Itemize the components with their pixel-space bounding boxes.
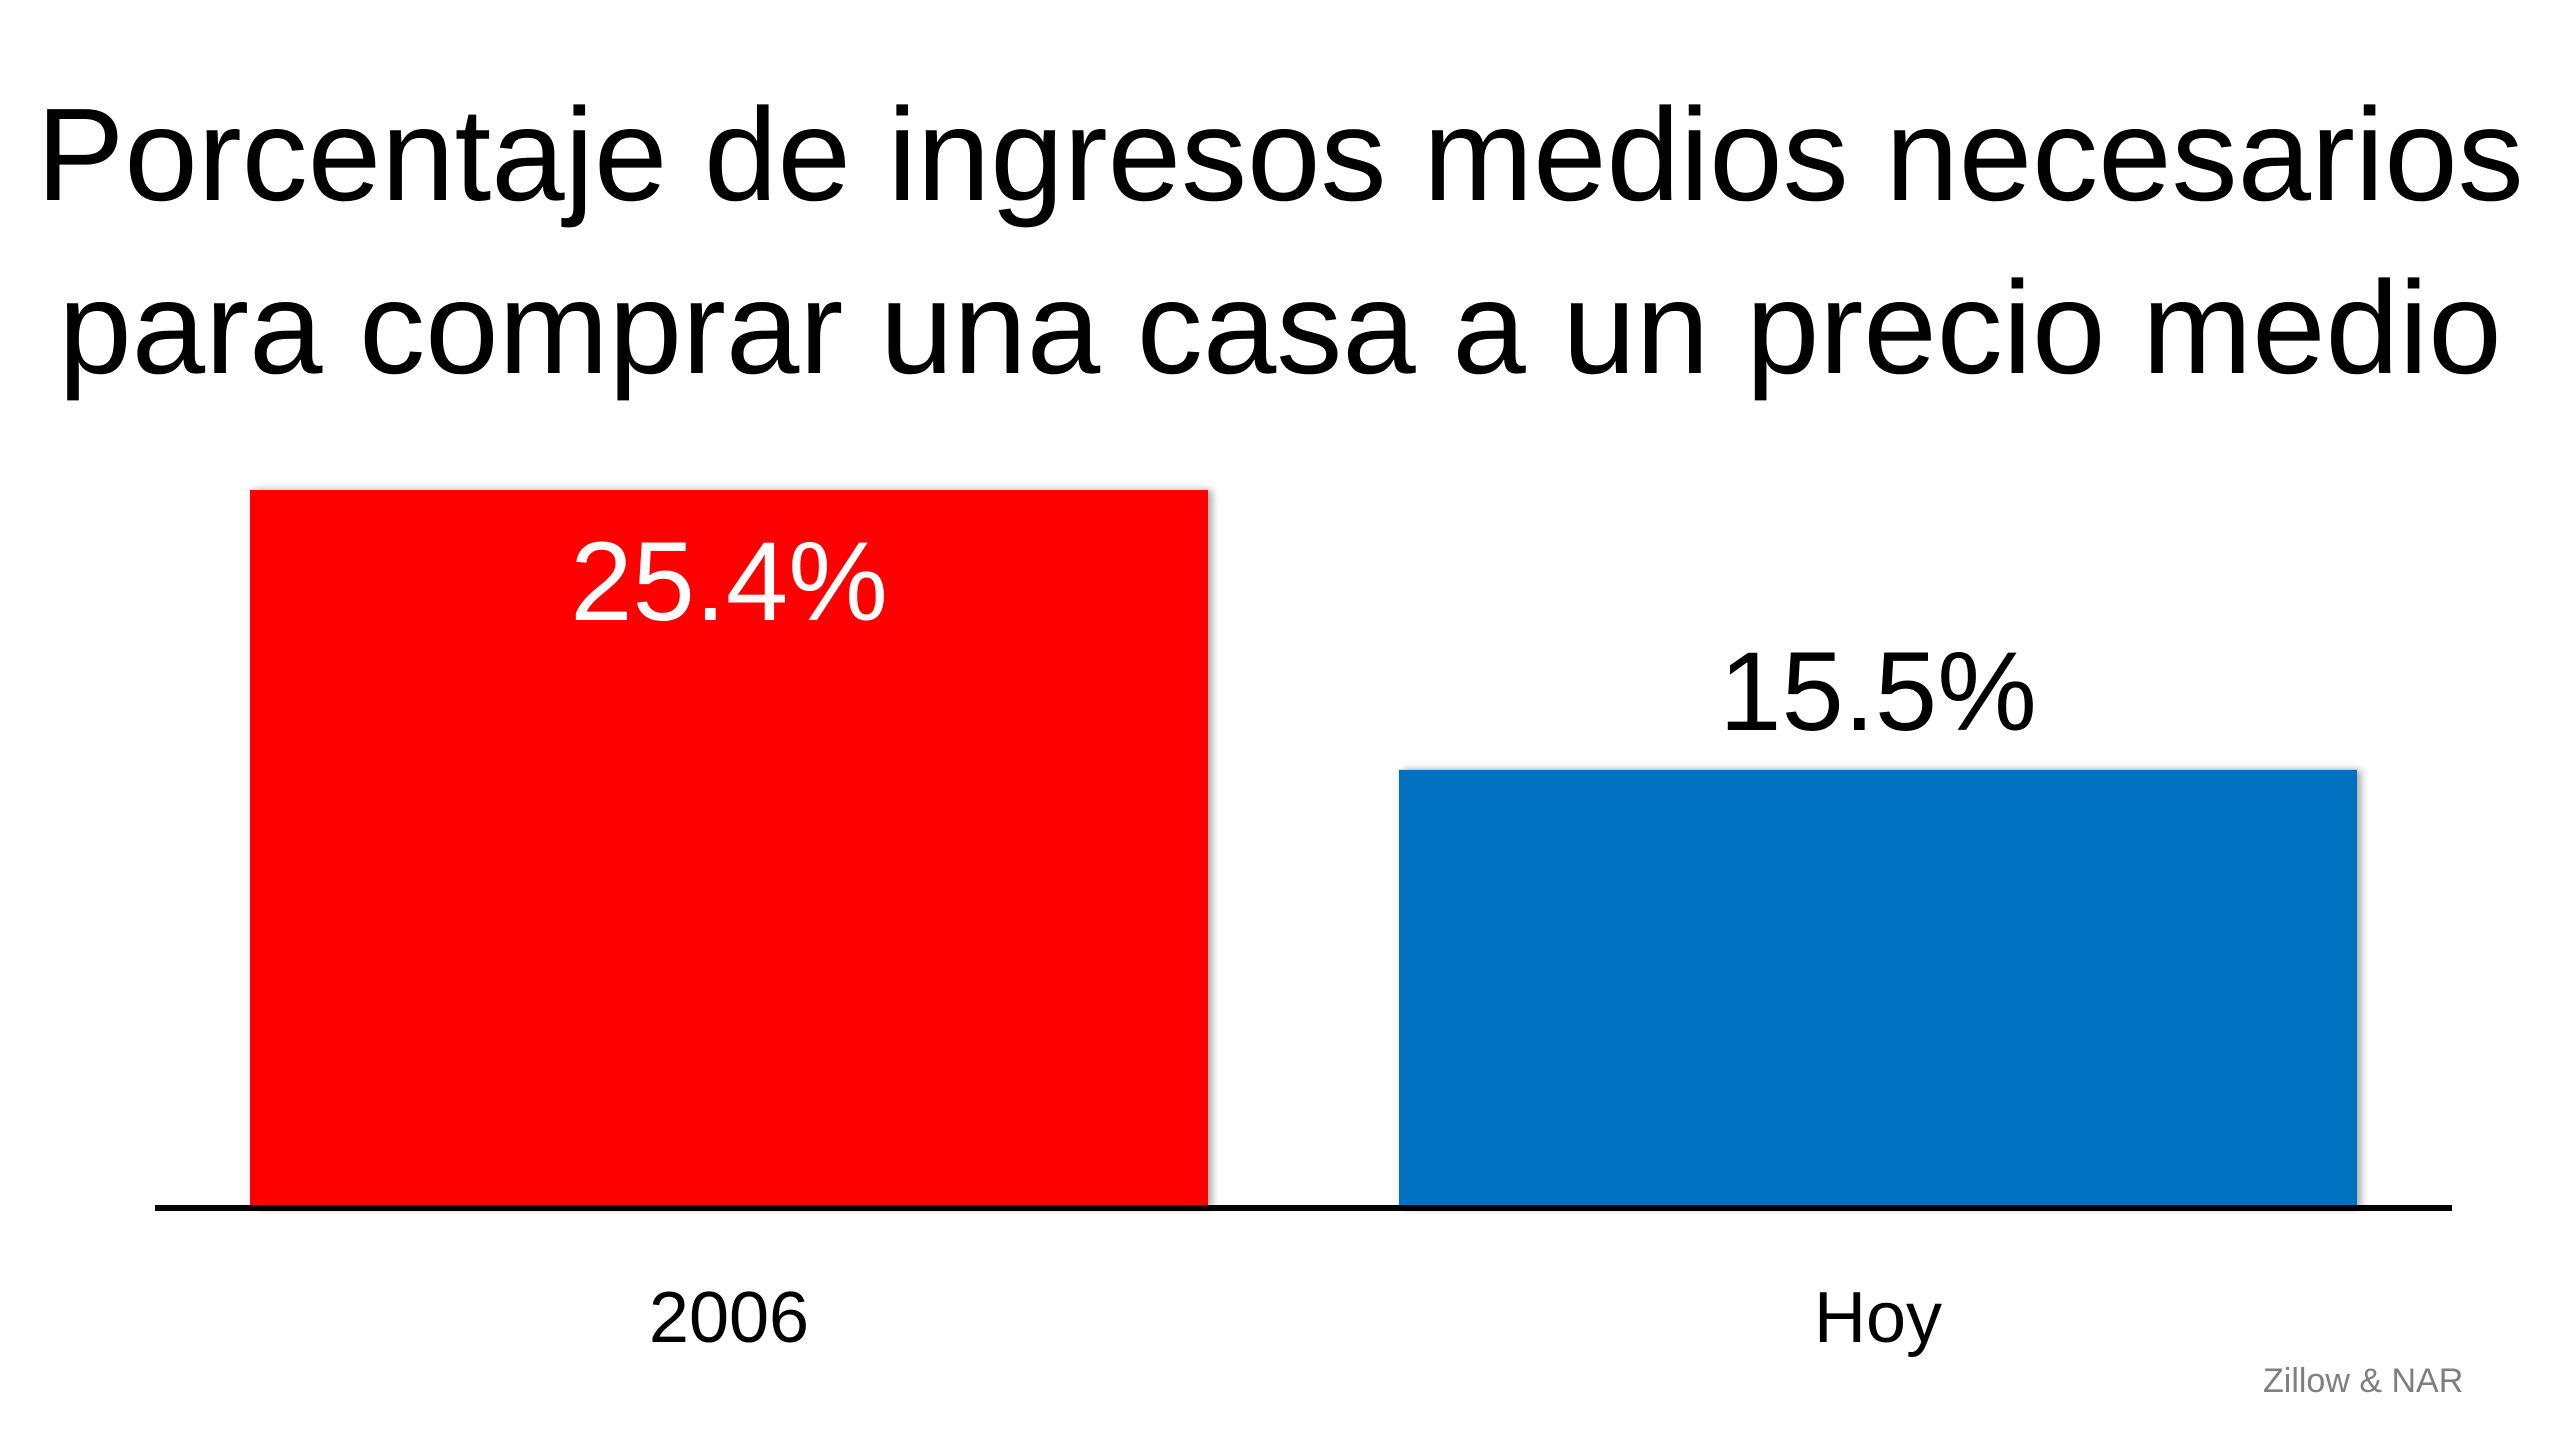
category-label: 2006 (649, 1278, 809, 1358)
bar-2006 (250, 490, 1208, 1208)
data-label: 15.5% (1719, 629, 2037, 754)
source-note: Zillow & NAR (2263, 1362, 2464, 1400)
chart-title-line-2: para comprar una casa a un precio medio (58, 254, 2502, 401)
chart-title-line-1: Porcentaje de ingresos medios necesarios (36, 81, 2524, 228)
category-label: Hoy (1814, 1278, 1942, 1358)
bar-Hoy (1399, 769, 2357, 1208)
data-label: 25.4% (570, 519, 888, 644)
